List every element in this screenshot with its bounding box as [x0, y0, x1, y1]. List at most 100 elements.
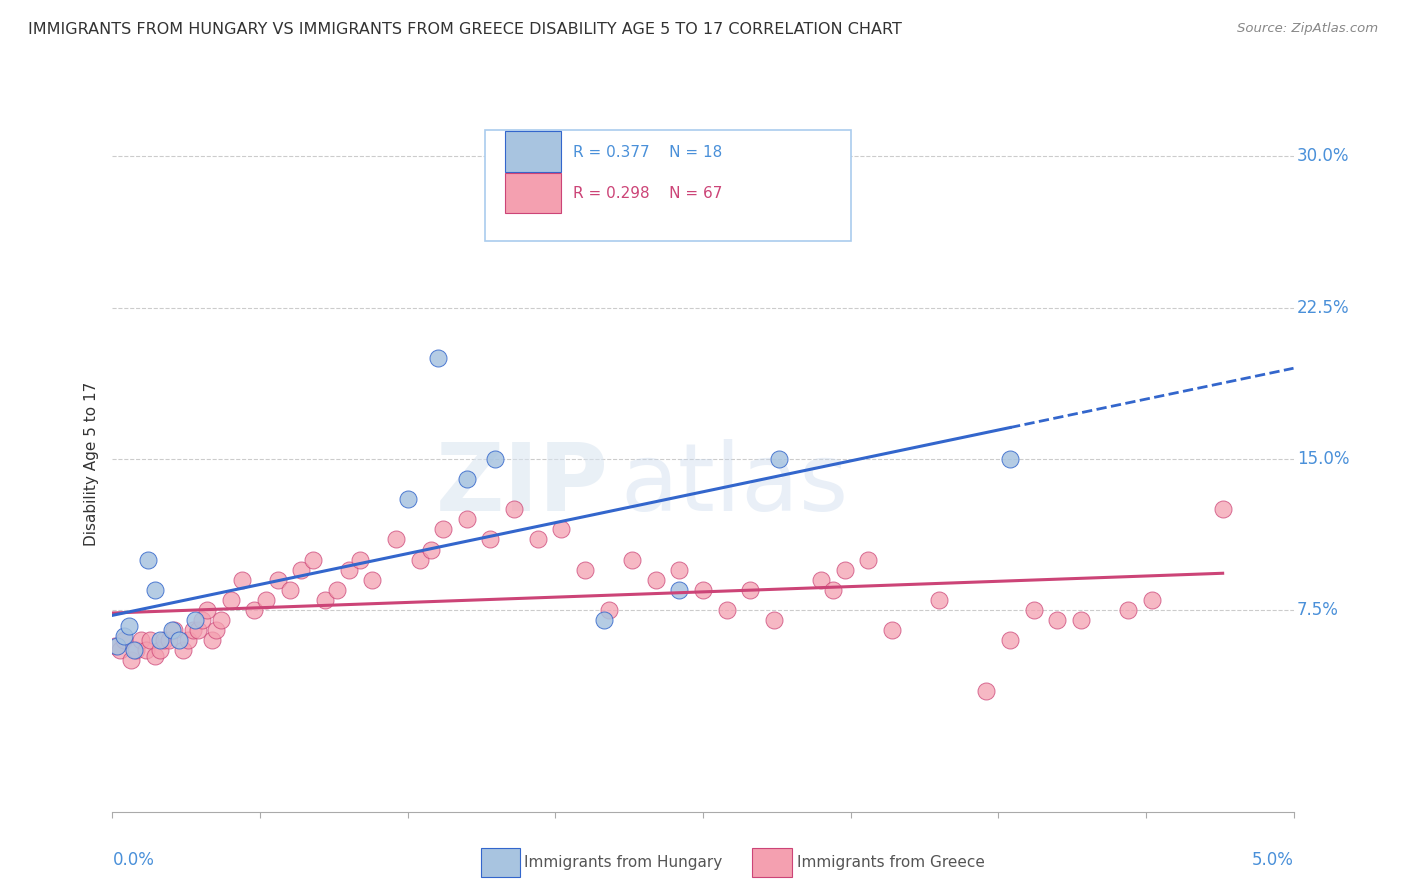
- Point: [135, 643, 157, 657]
- Point: [125, 643, 148, 657]
- Text: 15.0%: 15.0%: [1298, 450, 1350, 467]
- Point: [592, 613, 614, 627]
- Point: [254, 593, 277, 607]
- Text: Immigrants from Hungary: Immigrants from Hungary: [524, 855, 723, 870]
- Point: [122, 643, 145, 657]
- Point: [337, 563, 360, 577]
- Point: [1116, 603, 1139, 617]
- Point: [858, 552, 880, 566]
- Point: [167, 633, 190, 648]
- Point: [209, 613, 232, 627]
- FancyBboxPatch shape: [505, 131, 561, 171]
- Text: 5.0%: 5.0%: [1251, 851, 1294, 869]
- Point: [1212, 502, 1234, 516]
- Point: [621, 552, 644, 566]
- Point: [880, 624, 903, 638]
- Point: [177, 633, 200, 648]
- Point: [976, 683, 998, 698]
- Text: Immigrants from Greece: Immigrants from Greece: [797, 855, 986, 870]
- Point: [668, 582, 690, 597]
- Point: [716, 603, 738, 617]
- Point: [105, 640, 128, 654]
- Point: [195, 603, 218, 617]
- Point: [278, 582, 301, 597]
- Text: atlas: atlas: [620, 439, 849, 531]
- Point: [120, 653, 142, 667]
- Point: [574, 563, 596, 577]
- Point: [163, 624, 186, 638]
- Point: [191, 613, 214, 627]
- Point: [267, 573, 290, 587]
- Point: [768, 451, 790, 466]
- Point: [149, 633, 172, 648]
- Point: [184, 613, 207, 627]
- Text: Source: ZipAtlas.com: Source: ZipAtlas.com: [1237, 22, 1378, 36]
- Point: [456, 512, 478, 526]
- Point: [129, 633, 152, 648]
- Text: 0.0%: 0.0%: [112, 851, 155, 869]
- Point: [143, 582, 166, 597]
- Point: [810, 573, 832, 587]
- Point: [385, 533, 408, 547]
- Point: [326, 582, 349, 597]
- Point: [526, 533, 548, 547]
- Point: [834, 563, 856, 577]
- Point: [408, 552, 430, 566]
- Point: [349, 552, 371, 566]
- Point: [427, 351, 450, 365]
- Point: [1070, 613, 1092, 627]
- Text: ZIP: ZIP: [436, 439, 609, 531]
- Point: [668, 563, 690, 577]
- Point: [598, 603, 620, 617]
- Point: [821, 582, 844, 597]
- Point: [361, 573, 384, 587]
- Point: [104, 640, 127, 654]
- Point: [143, 649, 166, 664]
- Point: [118, 619, 141, 633]
- Point: [112, 629, 135, 643]
- Point: [302, 552, 325, 566]
- Point: [1140, 593, 1163, 607]
- Point: [231, 573, 253, 587]
- Point: [290, 563, 312, 577]
- Point: [136, 552, 159, 566]
- Point: [108, 643, 131, 657]
- Point: [139, 633, 162, 648]
- Point: [112, 633, 135, 648]
- Point: [1022, 603, 1045, 617]
- Point: [456, 472, 478, 486]
- Text: R = 0.298    N = 67: R = 0.298 N = 67: [574, 186, 723, 202]
- Point: [149, 643, 172, 657]
- Point: [205, 624, 228, 638]
- Point: [157, 633, 180, 648]
- Point: [243, 603, 266, 617]
- Text: 22.5%: 22.5%: [1298, 299, 1350, 317]
- Y-axis label: Disability Age 5 to 17: Disability Age 5 to 17: [83, 382, 98, 546]
- Point: [644, 573, 666, 587]
- Point: [219, 593, 242, 607]
- Text: 30.0%: 30.0%: [1298, 147, 1350, 165]
- Text: R = 0.377    N = 18: R = 0.377 N = 18: [574, 145, 723, 160]
- Point: [762, 613, 785, 627]
- Text: 7.5%: 7.5%: [1298, 601, 1339, 619]
- Point: [998, 451, 1021, 466]
- Point: [181, 624, 204, 638]
- Point: [998, 633, 1021, 648]
- Point: [314, 593, 336, 607]
- Point: [928, 593, 950, 607]
- Point: [1046, 613, 1069, 627]
- Point: [420, 542, 443, 557]
- Point: [432, 522, 454, 536]
- FancyBboxPatch shape: [505, 173, 561, 213]
- Point: [186, 624, 208, 638]
- Point: [550, 522, 572, 536]
- Point: [172, 643, 194, 657]
- Text: IMMIGRANTS FROM HUNGARY VS IMMIGRANTS FROM GREECE DISABILITY AGE 5 TO 17 CORRELA: IMMIGRANTS FROM HUNGARY VS IMMIGRANTS FR…: [28, 22, 903, 37]
- Point: [396, 492, 419, 507]
- Point: [153, 633, 176, 648]
- Point: [484, 451, 506, 466]
- Point: [503, 502, 526, 516]
- Point: [479, 533, 502, 547]
- Point: [201, 633, 224, 648]
- Point: [692, 582, 714, 597]
